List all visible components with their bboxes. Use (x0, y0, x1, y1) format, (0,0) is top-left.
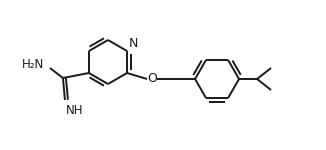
Text: H₂N: H₂N (22, 58, 44, 72)
Text: O: O (147, 72, 157, 86)
Text: NH: NH (66, 104, 83, 117)
Text: N: N (128, 37, 138, 50)
